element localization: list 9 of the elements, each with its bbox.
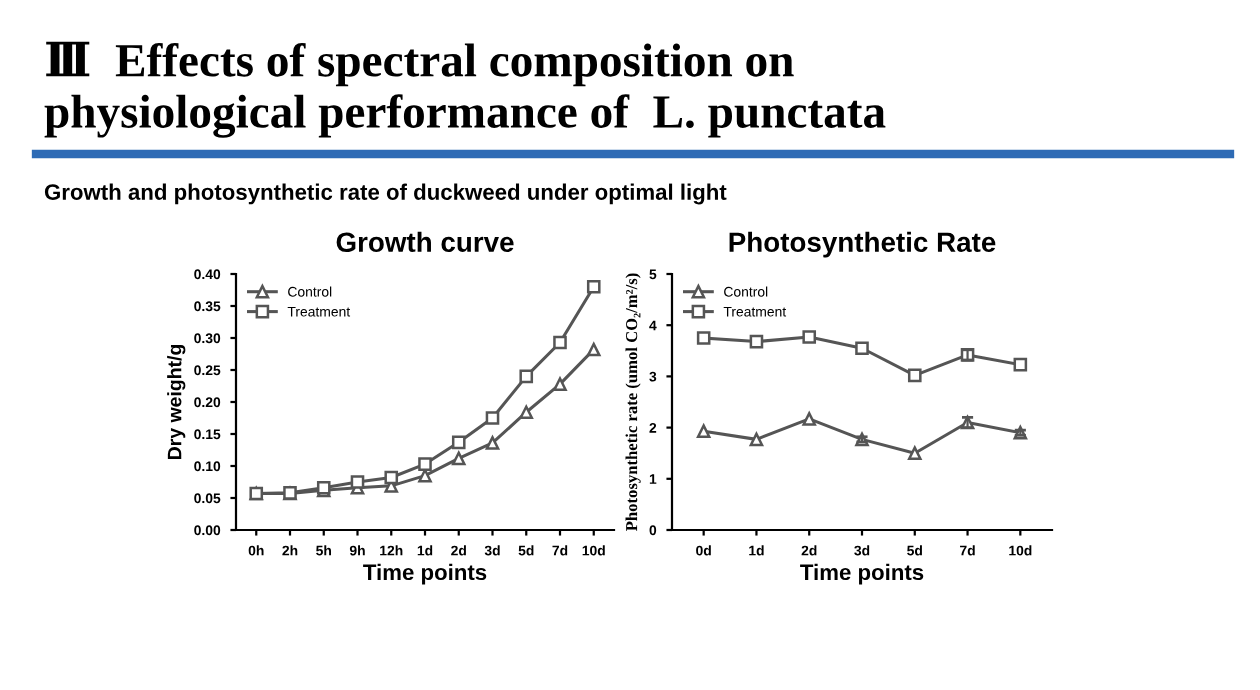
text: Growth and photosynthetic rate of duckweed under optimal light bbox=[44, 183, 727, 205]
text: Ⅲ Effects of spectral composition on bbox=[46, 41, 794, 87]
y-axis-title: Dry weight/g bbox=[167, 344, 186, 460]
chart-title: Growth curve bbox=[336, 231, 514, 253]
y-axis-title: Photosynthetic rate (umol CO₂/m²/s) bbox=[625, 273, 641, 531]
x-axis-title: Time points bbox=[800, 563, 924, 585]
text: physiological performance of L. punctata bbox=[44, 94, 886, 138]
chart-title: Photosynthetic Rate bbox=[729, 231, 996, 258]
x-axis-title: Time points bbox=[363, 563, 487, 585]
